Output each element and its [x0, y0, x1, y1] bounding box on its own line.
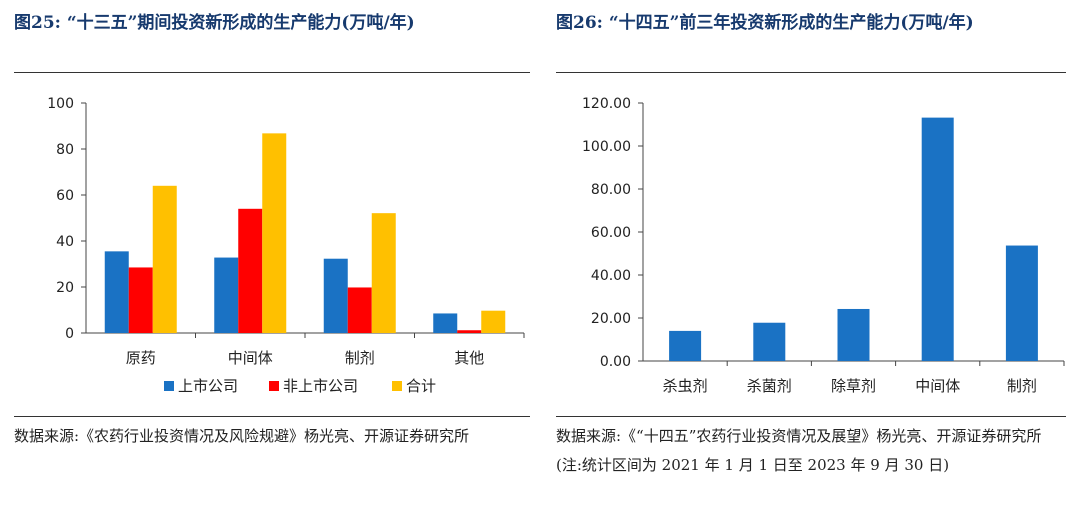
left-source-note: 数据来源:《农药行业投资情况及风险规避》杨光亮、开源证券研究所: [14, 427, 470, 445]
y-tick-label: 60: [56, 188, 74, 204]
x-tick-label: 其他: [454, 349, 484, 367]
right-source-rule: [556, 416, 1066, 417]
y-tick-label: 0.00: [600, 354, 631, 370]
x-tick-label: 原药: [126, 349, 156, 367]
y-tick-label: 20.00: [591, 311, 631, 327]
bar: [152, 185, 177, 333]
y-tick-label: 0: [65, 326, 74, 342]
y-tick-label: 80.00: [591, 182, 631, 198]
x-tick-label: 中间体: [915, 377, 960, 395]
y-tick-label: 100: [47, 96, 74, 112]
x-tick-label: 中间体: [228, 349, 273, 367]
bar: [753, 322, 786, 361]
bar: [262, 133, 287, 333]
right-source-note: 数据来源:《“十四五”农药行业投资情况及展望》杨光亮、开源证券研究所(注:统计区…: [556, 427, 1042, 474]
y-tick-label: 40.00: [591, 268, 631, 284]
x-tick-label: 杀菌剂: [747, 377, 792, 395]
legend-label: 合计: [406, 377, 436, 395]
legend-label: 非上市公司: [283, 377, 358, 395]
y-tick-label: 80: [56, 142, 74, 158]
bar: [457, 330, 482, 333]
bar: [1005, 245, 1038, 361]
y-tick-label: 40: [56, 234, 74, 250]
bar: [238, 208, 263, 333]
bar: [214, 257, 239, 333]
x-tick-label: 杀虫剂: [663, 377, 708, 395]
bar: [669, 330, 702, 361]
y-tick-label: 60.00: [591, 225, 631, 241]
bar: [837, 308, 870, 361]
bar: [921, 117, 954, 361]
bar: [481, 310, 506, 333]
legend-label: 上市公司: [178, 377, 238, 395]
x-tick-label: 除草剂: [831, 377, 876, 395]
right-figure: 图26: “十四五”前三年投资新形成的生产能力(万吨/年) 0.00 20.00 4…: [556, 0, 1066, 474]
right-title-rule: [556, 72, 1066, 73]
y-tick-label: 100.00: [582, 139, 631, 155]
legend-swatch: [269, 381, 279, 391]
bar: [104, 251, 129, 333]
left-title-rule: [14, 72, 530, 73]
bar: [433, 313, 458, 333]
bar: [128, 267, 153, 333]
left-figure-title: 图25: “十三五”期间投资新形成的生产能力(万吨/年): [14, 13, 415, 33]
bar: [347, 287, 372, 333]
legend-swatch: [392, 381, 402, 391]
y-tick-label: 20: [56, 280, 74, 296]
left-figure: 图25: “十三五”期间投资新形成的生产能力(万吨/年) 0 20 40 60 80 10…: [14, 0, 530, 445]
x-tick-label: 制剂: [1007, 377, 1037, 395]
right-bar-chart: 0.00 20.00 40.00 60.00 80.00 100.00 120.00 杀虫剂 杀…: [582, 96, 1065, 395]
y-tick-label: 120.00: [582, 96, 631, 112]
right-figure-title: 图26: “十四五”前三年投资新形成的生产能力(万吨/年): [556, 13, 974, 33]
bar: [323, 258, 348, 333]
x-tick-label: 制剂: [345, 349, 375, 367]
left-source-rule: [14, 416, 530, 417]
legend-swatch: [164, 381, 174, 391]
bar: [371, 213, 396, 333]
